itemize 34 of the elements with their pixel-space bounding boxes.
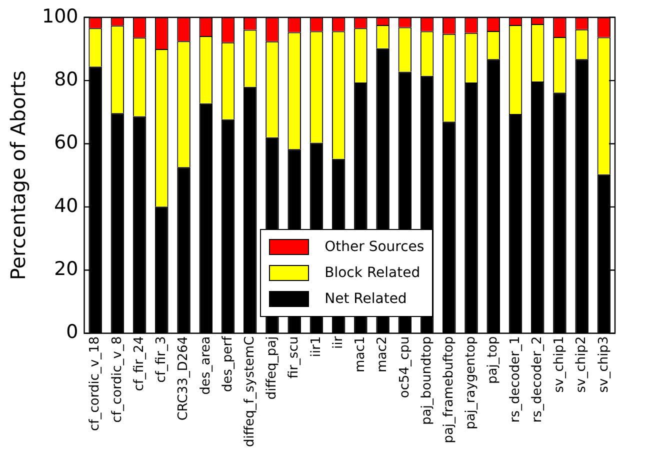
x-tick-label: cf_fir_3 xyxy=(154,336,170,383)
x-tick-label: CRC33_D264 xyxy=(176,336,192,421)
y-tick-label: 20 xyxy=(54,258,78,280)
legend-label: Other Sources xyxy=(324,239,424,256)
x-tick-label: rs_decoder_2 xyxy=(530,336,545,423)
x-tick-label: des_area xyxy=(198,336,214,395)
y-axis-title: Percentage of Aborts xyxy=(6,70,30,280)
y-tick-label: 60 xyxy=(54,132,78,154)
x-tick-label: paj_framebuftop xyxy=(442,336,457,444)
x-tick-label: paj_boundtop xyxy=(419,336,434,425)
x-tick-label: paj_top xyxy=(486,336,501,384)
y-tick-label: 40 xyxy=(54,194,78,217)
x-tick-label: oc54_cpu xyxy=(397,336,412,398)
x-tick-label: sv_chip2 xyxy=(574,336,590,393)
x-tick-label: diffeq_paj xyxy=(264,336,280,400)
x-tick-label: des_perf xyxy=(220,336,236,392)
x-tick-label: paj_raygentop xyxy=(464,336,479,430)
y-tick-label: 0 xyxy=(66,321,78,344)
x-tick-label: cf_cordic_v_18 xyxy=(88,336,103,431)
x-tick-label: cf_cordic_v_8 xyxy=(110,336,125,423)
legend-label: Net Related xyxy=(324,291,407,308)
x-tick-label: sv_chip3 xyxy=(596,336,612,393)
x-tick-label: iir1 xyxy=(308,336,324,358)
x-tick-label: rs_decoder_1 xyxy=(508,336,523,423)
x-tick-label: cf_fir_24 xyxy=(132,336,147,392)
x-tick-label: iir xyxy=(330,336,346,349)
x-tick-label: mac1 xyxy=(353,336,368,372)
y-tick-label: 100 xyxy=(42,5,78,28)
x-tick-label: mac2 xyxy=(375,336,390,372)
y-tick-label: 80 xyxy=(54,68,78,91)
x-tick-label: fir_scu xyxy=(286,336,302,378)
x-tick-label: diffeq_f_systemC xyxy=(242,336,258,448)
x-tick-label: sv_chip1 xyxy=(552,336,568,393)
legend-label: Block Related xyxy=(324,265,420,282)
